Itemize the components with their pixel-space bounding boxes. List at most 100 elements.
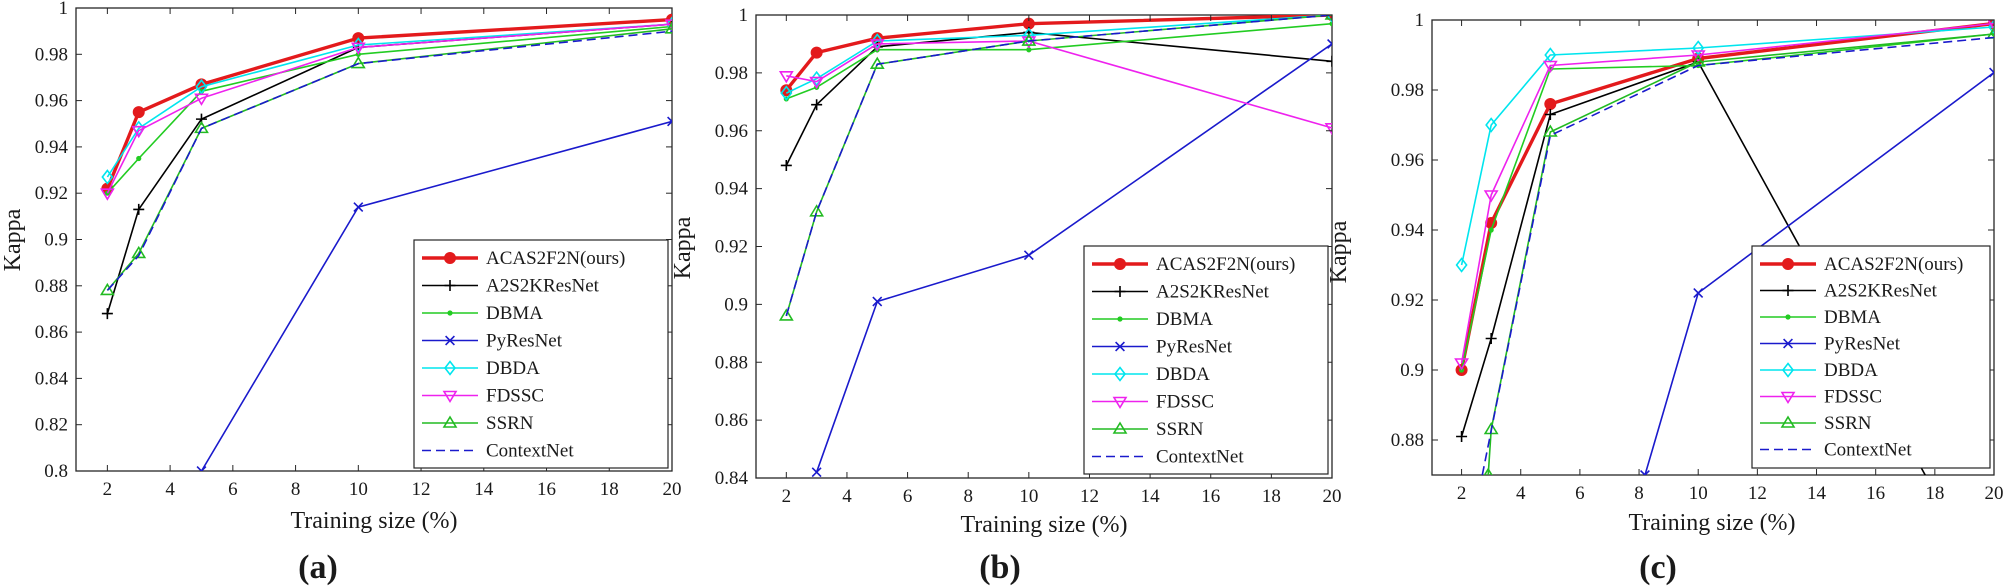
series-line-dbda-c — [1460, 26, 1994, 266]
x-tick-label-b-7: 16 — [1201, 486, 1220, 507]
legend-marker-acas2f2n-ours-b — [1114, 257, 1127, 270]
marker-pyresnet-b-1 — [872, 296, 883, 307]
panel-label-a: (a) — [298, 549, 338, 586]
legend-label-dbma-a: DBMA — [486, 303, 543, 324]
marker-a2s2kresnet-c-0 — [1456, 431, 1468, 442]
marker-a2s2kresnet-b-1 — [811, 99, 823, 111]
x-tick-label-a-9: 20 — [663, 479, 682, 500]
x-tick-label-c-2: 6 — [1575, 483, 1585, 504]
legend-marker-fdssc-b — [1112, 396, 1128, 410]
x-tick-label-b-0: 2 — [782, 486, 792, 507]
series-line-contextnet-b — [785, 15, 1332, 317]
marker-fdssc-a-3 — [350, 42, 366, 55]
marker-pyresnet-b-0 — [811, 467, 822, 478]
legend-marker-dbma-b — [1117, 316, 1123, 322]
marker-pyresnet-a-0 — [196, 466, 207, 471]
legend-marker-pyresnet-c — [1783, 338, 1793, 349]
x-axis-label-b: Training size (%) — [960, 512, 1127, 538]
series-line-contextnet-a — [106, 30, 672, 291]
series-line-fdssc-c — [1460, 22, 1994, 364]
y-tick-label-c-5: 0.98 — [1391, 80, 1424, 101]
x-tick-label-b-6: 14 — [1141, 486, 1161, 507]
legend-label-a2s2kresnet-b: A2S2KResNet — [1156, 282, 1270, 303]
x-tick-label-c-3: 8 — [1634, 483, 1644, 504]
x-tick-label-c-5: 12 — [1748, 483, 1767, 504]
legend-marker-dbda-a — [443, 360, 457, 376]
legend-label-dbma-c: DBMA — [1824, 307, 1881, 328]
x-tick-label-b-9: 20 — [1323, 486, 1342, 507]
marker-acas2f2n-ours-c-2 — [1544, 98, 1557, 111]
panel-label-c: (c) — [1639, 549, 1677, 586]
x-tick-label-a-7: 16 — [537, 479, 556, 500]
marker-pyresnet-c-1 — [1693, 288, 1704, 298]
x-tick-label-c-7: 16 — [1866, 483, 1885, 504]
marker-fdssc-a-2 — [194, 93, 209, 106]
legend-marker-dbda-c — [1781, 362, 1795, 378]
series-layer-c — [1454, 20, 1994, 475]
y-tick-label-b-3: 0.9 — [724, 294, 748, 315]
x-tick-label-c-0: 2 — [1457, 483, 1467, 504]
marker-fdssc-b-2 — [869, 39, 885, 52]
y-tick-label-b-4: 0.92 — [715, 237, 748, 258]
legend-marker-acas2f2n-ours-c — [1782, 257, 1795, 270]
legend-marker-pyresnet-a — [445, 335, 455, 346]
marker-ssrn-a-3 — [350, 56, 366, 69]
legend-label-a2s2kresnet-a: A2S2KResNet — [486, 276, 600, 297]
legend-marker-fdssc-c — [1780, 391, 1796, 405]
ticks-c: 2 4 6 8 10 12 14 16 18 20 0.88 0.9 0.92 0.94 0.96 0.98 1 — [1391, 10, 2004, 504]
x-tick-label-c-9: 20 — [1985, 483, 2004, 504]
marker-fdssc-c-2 — [1542, 60, 1558, 74]
legend-marker-a2s2kresnet-a — [444, 280, 456, 291]
y-tick-label-b-8: 1 — [739, 5, 749, 26]
y-tick-label-a-10: 1 — [59, 0, 69, 19]
marker-fdssc-a-4 — [664, 19, 672, 32]
marker-a2s2kresnet-b-4 — [1326, 55, 1332, 67]
marker-pyresnet-a-2 — [667, 116, 672, 127]
legend-label-dbda-a: DBDA — [486, 358, 540, 379]
x-tick-label-b-5: 12 — [1080, 486, 1099, 507]
x-tick-label-b-8: 18 — [1262, 486, 1281, 507]
marker-dbda-b-1 — [810, 70, 823, 87]
marker-ssrn-a-2 — [194, 120, 209, 134]
marker-ssrn-c-0 — [1483, 467, 1493, 475]
marker-acas2f2n-ours-b-1 — [810, 46, 823, 59]
x-tick-label-b-4: 10 — [1019, 486, 1038, 507]
legend-label-ssrn-c: SSRN — [1824, 413, 1872, 434]
legend-label-fdssc-b: FDSSC — [1156, 392, 1214, 413]
y-tick-label-b-7: 0.98 — [715, 63, 748, 84]
x-axis-label-c: Training size (%) — [1628, 510, 1795, 536]
legend-label-ssrn-b: SSRN — [1156, 419, 1204, 440]
legend-box-c — [1751, 245, 1991, 469]
legend-label-dbda-b: DBDA — [1156, 364, 1210, 385]
marker-pyresnet-b-3 — [1327, 38, 1332, 49]
x-tick-label-c-8: 18 — [1925, 483, 1944, 504]
series-line-dbda-b — [785, 15, 1332, 94]
y-axis-label-a: Kappa — [0, 208, 26, 271]
marker-acas2f2n-ours-a-1 — [132, 106, 145, 119]
ticks-a: 2 4 6 8 10 12 14 16 18 20 0.8 0.82 0.84 0.86 0.88 0.9 0.… — [35, 0, 682, 500]
x-tick-label-a-1: 4 — [165, 479, 175, 500]
y-tick-label-c-1: 0.9 — [1400, 360, 1424, 381]
marker-fdssc-c-1 — [1483, 190, 1499, 203]
legend-marker-dbma-a — [447, 310, 453, 316]
y-axis-label-c: Kappa — [1326, 220, 1352, 283]
legend-label-acas2f2n-ours-c: ACAS2F2N(ours) — [1824, 254, 1963, 275]
series-line-fdssc-a — [106, 23, 672, 194]
legend-c: ACAS2F2N(ours) A2S2KResNet DBMA PyResNet DBD… — [1751, 245, 1991, 469]
marker-ssrn-b-1 — [809, 204, 825, 217]
legend-marker-fdssc-a — [442, 390, 458, 404]
marker-fdssc-c-4 — [1987, 20, 1994, 32]
legend-label-dbda-c: DBDA — [1824, 360, 1878, 381]
legend-marker-acas2f2n-ours-a — [443, 252, 456, 265]
legend-marker-a2s2kresnet-b — [1114, 286, 1126, 297]
legend-marker-dbma-c — [1785, 314, 1791, 320]
marker-pyresnet-a-1 — [353, 202, 364, 213]
x-tick-label-a-2: 6 — [228, 479, 238, 500]
y-tick-label-c-4: 0.96 — [1391, 150, 1424, 171]
marker-a2s2kresnet-a-0 — [101, 308, 113, 320]
legend-marker-pyresnet-b — [1115, 341, 1125, 352]
series-layer-a — [99, 13, 672, 471]
marker-a2s2kresnet-b-0 — [780, 159, 792, 171]
x-tick-label-b-3: 8 — [963, 486, 973, 507]
